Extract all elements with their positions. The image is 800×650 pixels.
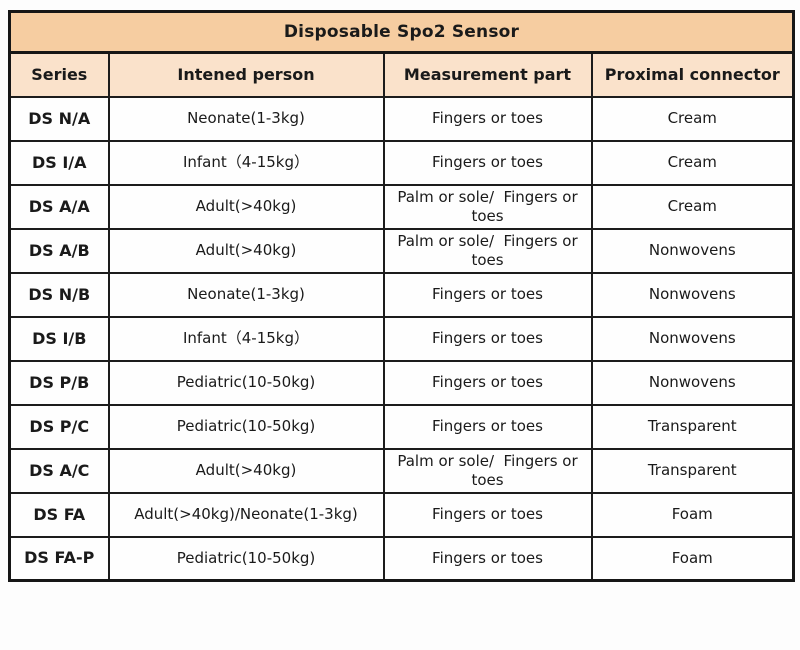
part-cell: Palm or sole/ Fingers or toes [382,447,593,494]
table-row: DS A/B Adult(>40kg) Palm or sole/ Finger… [8,227,795,274]
table-row: DS P/C Pediatric(10-50kg) Fingers or toe… [8,403,795,450]
part-cell: Fingers or toes [382,139,593,186]
person-cell: Neonate(1-3kg) [107,271,385,318]
table-title: Disposable Spo2 Sensor [8,10,795,54]
table-row: DS N/B Neonate(1-3kg) Fingers or toes No… [8,271,795,318]
connector-cell: Transparent [590,447,795,494]
table-row: DS N/A Neonate(1-3kg) Fingers or toes Cr… [8,95,795,142]
person-cell: Adult(>40kg)/Neonate(1-3kg) [107,491,385,538]
table-row: DS FA-P Pediatric(10-50kg) Fingers or to… [8,535,795,582]
series-cell: DS P/C [8,403,110,450]
person-cell: Pediatric(10-50kg) [107,535,385,582]
person-cell: Adult(>40kg) [107,227,385,274]
connector-cell: Nonwovens [590,315,795,362]
person-cell: Neonate(1-3kg) [107,95,385,142]
table-row: DS FA Adult(>40kg)/Neonate(1-3kg) Finger… [8,491,795,538]
part-cell: Palm or sole/ Fingers or toes [382,183,593,230]
series-cell: DS P/B [8,359,110,406]
connector-cell: Transparent [590,403,795,450]
part-cell: Fingers or toes [382,491,593,538]
column-header-part: Measurement part [382,51,593,98]
person-cell: Pediatric(10-50kg) [107,403,385,450]
part-cell: Fingers or toes [382,535,593,582]
connector-cell: Cream [590,139,795,186]
person-cell: Adult(>40kg) [107,447,385,494]
table-row: DS I/A Infant（4-15kg） Fingers or toes Cr… [8,139,795,186]
series-cell: DS N/B [8,271,110,318]
series-cell: DS FA [8,491,110,538]
part-cell: Fingers or toes [382,359,593,406]
series-cell: DS N/A [8,95,110,142]
connector-cell: Nonwovens [590,271,795,318]
table-title-row: Disposable Spo2 Sensor [8,10,795,54]
connector-cell: Nonwovens [590,359,795,406]
series-cell: DS A/A [8,183,110,230]
part-cell: Fingers or toes [382,271,593,318]
series-cell: DS A/B [8,227,110,274]
column-header-person: Intened person [107,51,385,98]
series-cell: DS A/C [8,447,110,494]
connector-cell: Nonwovens [590,227,795,274]
connector-cell: Foam [590,491,795,538]
person-cell: Infant（4-15kg） [107,315,385,362]
table-row: DS A/A Adult(>40kg) Palm or sole/ Finger… [8,183,795,230]
series-cell: DS I/B [8,315,110,362]
part-cell: Fingers or toes [382,315,593,362]
series-cell: DS I/A [8,139,110,186]
spo2-sensor-spec-table: Disposable Spo2 Sensor Series Intened pe… [8,10,795,582]
connector-cell: Cream [590,95,795,142]
table-row: DS P/B Pediatric(10-50kg) Fingers or toe… [8,359,795,406]
part-cell: Fingers or toes [382,403,593,450]
person-cell: Infant（4-15kg） [107,139,385,186]
part-cell: Palm or sole/ Fingers or toes [382,227,593,274]
table-row: DS A/C Adult(>40kg) Palm or sole/ Finger… [8,447,795,494]
table-header-row: Series Intened person Measurement part P… [8,51,795,98]
connector-cell: Cream [590,183,795,230]
column-header-series: Series [8,51,110,98]
connector-cell: Foam [590,535,795,582]
part-cell: Fingers or toes [382,95,593,142]
person-cell: Pediatric(10-50kg) [107,359,385,406]
person-cell: Adult(>40kg) [107,183,385,230]
series-cell: DS FA-P [8,535,110,582]
column-header-connector: Proximal connector [590,51,795,98]
table-row: DS I/B Infant（4-15kg） Fingers or toes No… [8,315,795,362]
